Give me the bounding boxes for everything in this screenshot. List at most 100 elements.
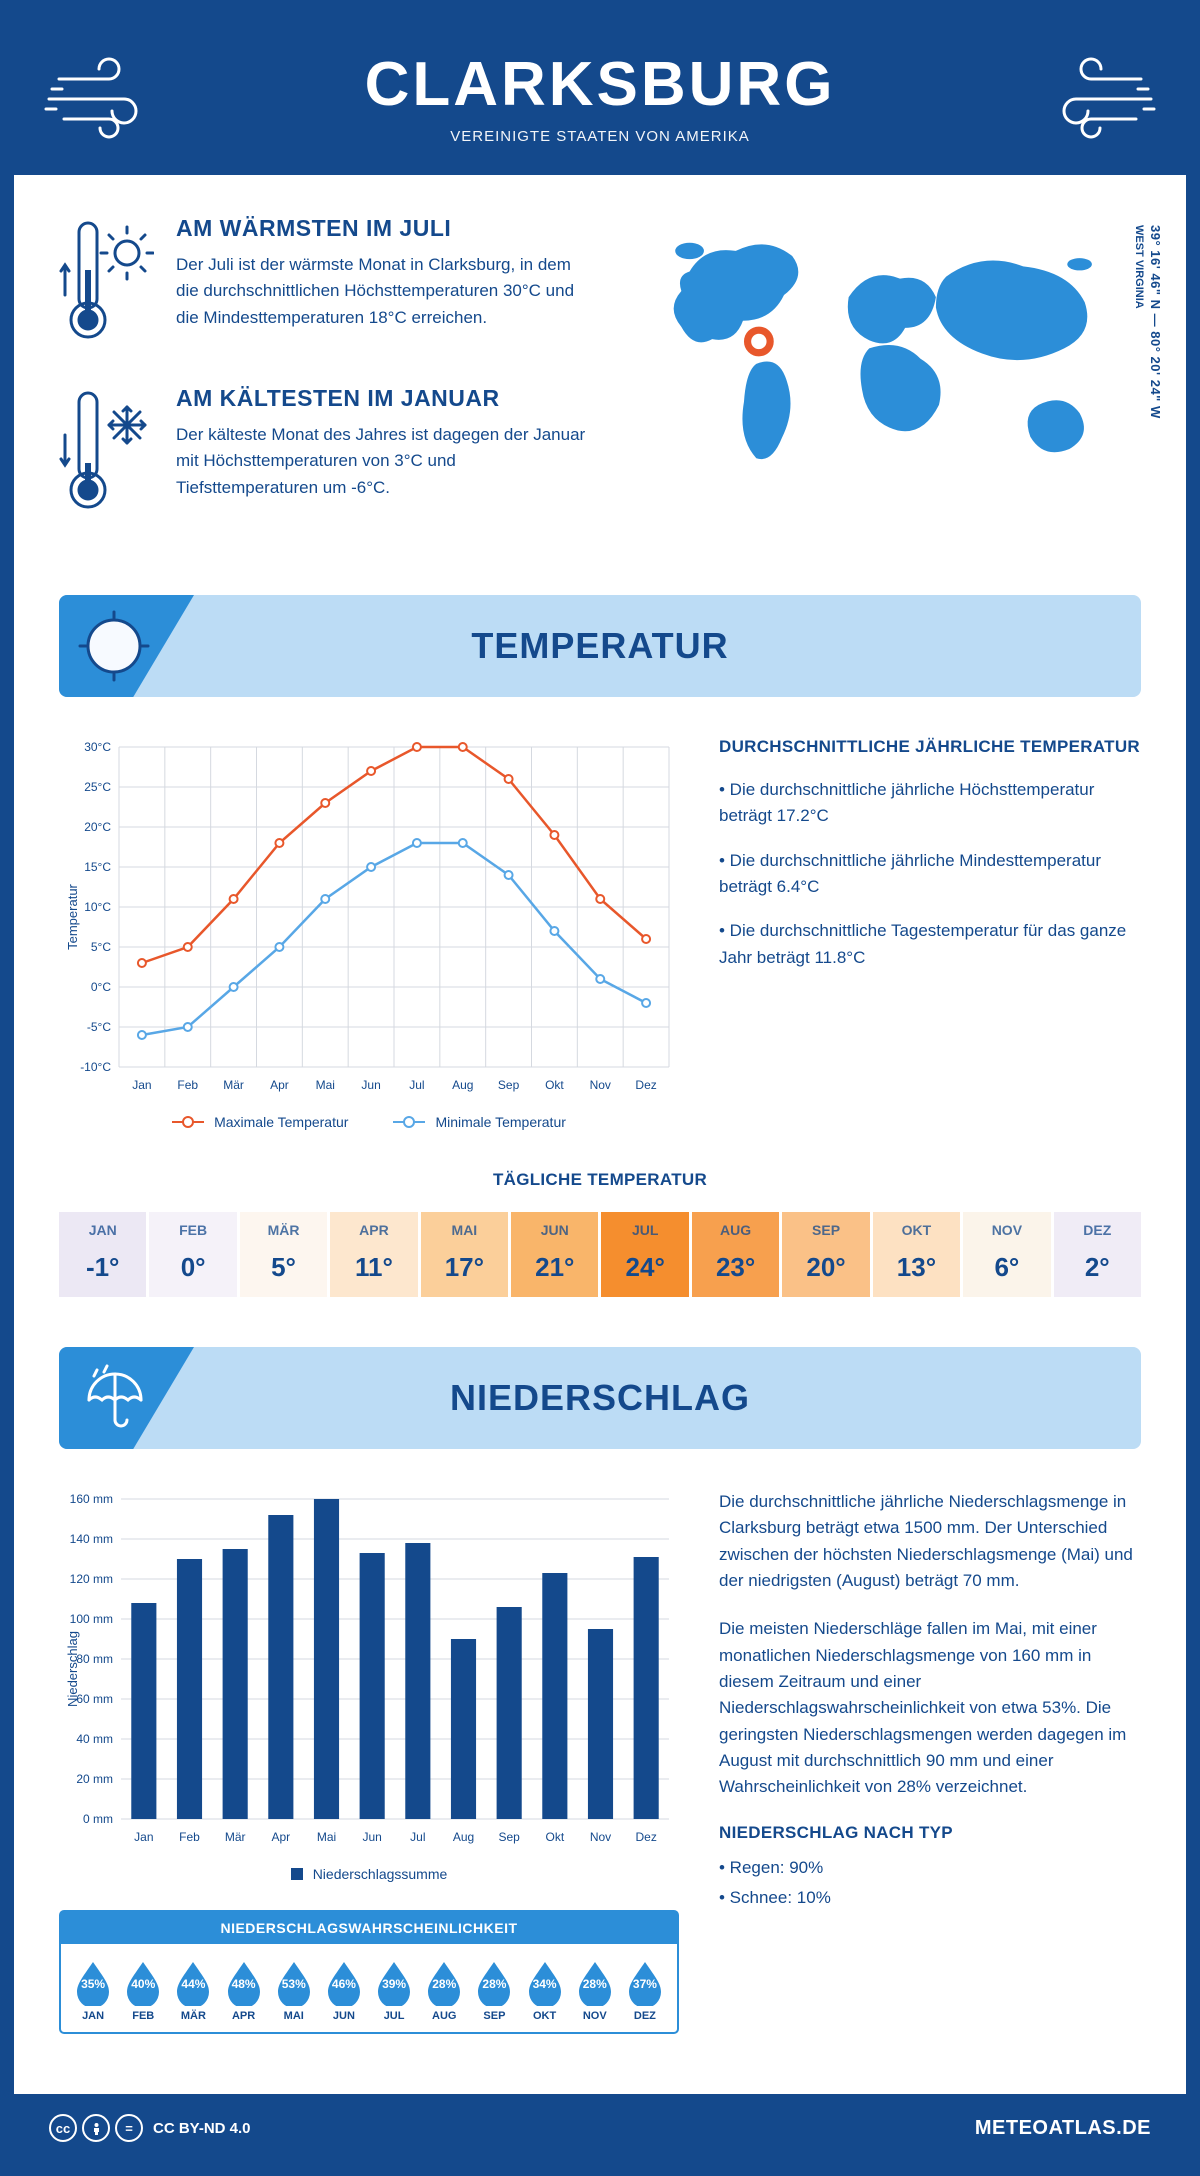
prob-cell: 28%AUG <box>420 1958 468 2022</box>
section-title: NIEDERSCHLAG <box>59 1377 1141 1419</box>
svg-text:Nov: Nov <box>590 1830 611 1844</box>
svg-text:Mär: Mär <box>225 1830 246 1844</box>
svg-text:Dez: Dez <box>635 1830 656 1844</box>
temp-cell: MAI17° <box>421 1212 508 1297</box>
svg-text:Aug: Aug <box>453 1830 474 1844</box>
svg-text:Dez: Dez <box>635 1078 656 1092</box>
temp-cell: SEP20° <box>782 1212 869 1297</box>
prob-cell: 53%MAI <box>270 1958 318 2022</box>
prob-cell: 40%FEB <box>119 1958 167 2022</box>
prob-cell: 48%APR <box>220 1958 268 2022</box>
state-label: WEST VIRGINIA <box>1133 225 1145 309</box>
temp-cell: JUN21° <box>511 1212 598 1297</box>
country-subtitle: VEREINIGTE STAATEN VON AMERIKA <box>44 128 1156 145</box>
coordinates-label: 39° 16' 46" N — 80° 20' 24" W <box>1148 225 1163 419</box>
world-map <box>628 215 1141 502</box>
svg-text:100 mm: 100 mm <box>70 1612 113 1626</box>
temperature-summary: DURCHSCHNITTLICHE JÄHRLICHE TEMPERATUR •… <box>719 737 1141 1130</box>
prob-cell: 39%JUL <box>370 1958 418 2022</box>
prob-cell: 46%JUN <box>320 1958 368 2022</box>
svg-text:Okt: Okt <box>545 1078 564 1092</box>
temp-cell: NOV6° <box>963 1212 1050 1297</box>
nd-icon: = <box>115 2114 143 2142</box>
temp-cell: JAN-1° <box>59 1212 146 1297</box>
precip-chart-legend: Niederschlagssumme <box>59 1866 679 1882</box>
precipitation-banner: NIEDERSCHLAG <box>59 1347 1141 1449</box>
svg-text:Sep: Sep <box>498 1078 520 1092</box>
city-title: CLARKSBURG <box>44 49 1156 120</box>
svg-text:10°C: 10°C <box>84 900 111 914</box>
location-marker <box>747 330 770 353</box>
temp-cell: DEZ2° <box>1054 1212 1141 1297</box>
sun-icon <box>77 609 152 684</box>
daily-temperature-table: TÄGLICHE TEMPERATUR JAN-1°FEB0°MÄR5°APR1… <box>59 1170 1141 1297</box>
svg-text:Feb: Feb <box>177 1078 198 1092</box>
page-footer: cc = CC BY-ND 4.0 METEOATLAS.DE <box>14 2094 1186 2162</box>
by-icon <box>82 2114 110 2142</box>
svg-text:Nov: Nov <box>590 1078 611 1092</box>
temp-cell: AUG23° <box>692 1212 779 1297</box>
svg-text:Jun: Jun <box>361 1078 380 1092</box>
temp-cell: MÄR5° <box>240 1212 327 1297</box>
svg-text:Mai: Mai <box>316 1078 335 1092</box>
prob-cell: 28%NOV <box>571 1958 619 2022</box>
temp-cell: APR11° <box>330 1212 417 1297</box>
svg-text:Jul: Jul <box>410 1830 425 1844</box>
svg-text:30°C: 30°C <box>84 740 111 754</box>
fact-title: AM WÄRMSTEN IM JULI <box>176 215 598 242</box>
prob-cell: 35%JAN <box>69 1958 117 2022</box>
fact-text: Der kälteste Monat des Jahres ist dagege… <box>176 422 598 501</box>
prob-cell: 44%MÄR <box>169 1958 217 2022</box>
svg-text:80 mm: 80 mm <box>76 1652 113 1666</box>
thermometer-hot-icon <box>59 215 154 345</box>
svg-text:25°C: 25°C <box>84 780 111 794</box>
prob-cell: 37%DEZ <box>621 1958 669 2022</box>
svg-text:0 mm: 0 mm <box>83 1812 113 1826</box>
warmest-fact: AM WÄRMSTEN IM JULI Der Juli ist der wär… <box>59 215 598 350</box>
svg-text:40 mm: 40 mm <box>76 1732 113 1746</box>
brand-label: METEOATLAS.DE <box>975 2117 1151 2140</box>
svg-text:Apr: Apr <box>271 1830 290 1844</box>
page-header: CLARKSBURG VEREINIGTE STAATEN VON AMERIK… <box>14 14 1186 175</box>
temperature-banner: TEMPERATUR <box>59 595 1141 697</box>
svg-text:Feb: Feb <box>179 1830 200 1844</box>
svg-text:Sep: Sep <box>498 1830 520 1844</box>
svg-text:20 mm: 20 mm <box>76 1772 113 1786</box>
svg-text:Okt: Okt <box>545 1830 564 1844</box>
coldest-fact: AM KÄLTESTEN IM JANUAR Der kälteste Mona… <box>59 385 598 520</box>
umbrella-icon <box>77 1362 149 1434</box>
svg-text:Jan: Jan <box>134 1830 153 1844</box>
svg-text:160 mm: 160 mm <box>70 1492 113 1506</box>
svg-text:Niederschlag: Niederschlag <box>65 1631 80 1707</box>
cc-icon: cc <box>49 2114 77 2142</box>
svg-text:Mär: Mär <box>223 1078 244 1092</box>
precipitation-summary: Die durchschnittliche jährliche Niedersc… <box>719 1489 1141 2034</box>
svg-text:140 mm: 140 mm <box>70 1532 113 1546</box>
precipitation-probability-box: NIEDERSCHLAGSWAHRSCHEINLICHKEIT 35%JAN40… <box>59 1910 679 2034</box>
svg-text:120 mm: 120 mm <box>70 1572 113 1586</box>
svg-text:Aug: Aug <box>452 1078 473 1092</box>
svg-text:-10°C: -10°C <box>80 1060 111 1074</box>
fact-title: AM KÄLTESTEN IM JANUAR <box>176 385 598 412</box>
svg-text:Jun: Jun <box>362 1830 381 1844</box>
license-text: CC BY-ND 4.0 <box>153 2120 251 2137</box>
temperature-line-chart: -10°C -5°C 0°C 5°C 10°C 15°C 20°C 25°C 30°C Jan Fe… <box>59 737 679 1097</box>
precipitation-bar-chart: 0 mm 20 mm 40 mm 60 mm 80 mm 100 mm 120 mm 140 … <box>59 1489 679 1849</box>
temp-cell: OKT13° <box>873 1212 960 1297</box>
svg-text:5°C: 5°C <box>91 940 111 954</box>
svg-text:Jan: Jan <box>132 1078 151 1092</box>
svg-text:60 mm: 60 mm <box>76 1692 113 1706</box>
fact-text: Der Juli ist der wärmste Monat in Clarks… <box>176 252 598 331</box>
svg-text:20°C: 20°C <box>84 820 111 834</box>
svg-text:Temperatur: Temperatur <box>65 883 80 949</box>
prob-cell: 34%OKT <box>521 1958 569 2022</box>
svg-text:15°C: 15°C <box>84 860 111 874</box>
svg-text:-5°C: -5°C <box>87 1020 111 1034</box>
temp-cell: JUL24° <box>601 1212 688 1297</box>
svg-text:Jul: Jul <box>409 1078 424 1092</box>
cc-icons: cc = <box>49 2114 143 2142</box>
svg-text:0°C: 0°C <box>91 980 111 994</box>
section-title: TEMPERATUR <box>59 625 1141 667</box>
temp-chart-legend: .legend-swatch:nth-child(1)::after{borde… <box>59 1114 679 1130</box>
svg-text:Apr: Apr <box>270 1078 289 1092</box>
